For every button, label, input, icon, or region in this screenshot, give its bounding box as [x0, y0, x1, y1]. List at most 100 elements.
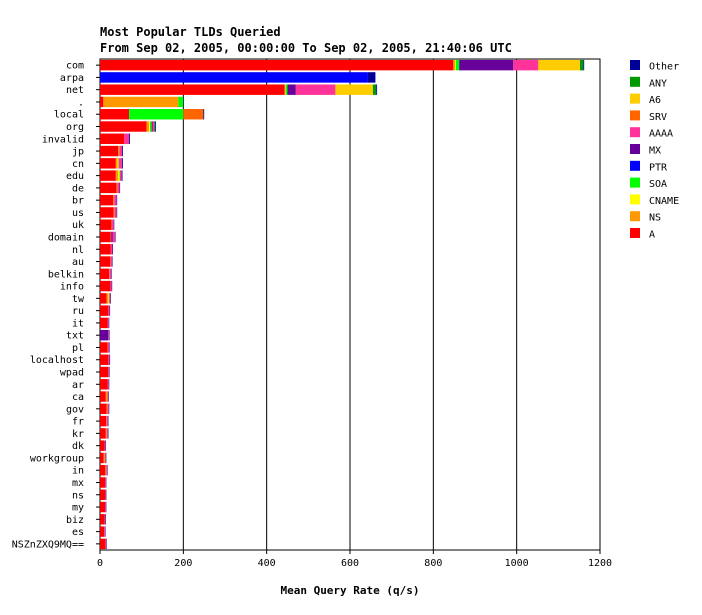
- bar-segment-ns: [106, 403, 108, 415]
- bar-segment-other: [105, 501, 107, 513]
- legend-label: SOA: [649, 179, 667, 190]
- bar-segment-ns: [109, 268, 110, 280]
- bar-segment-cname: [149, 121, 150, 132]
- bar-segment-srv: [183, 109, 204, 120]
- x-tick-label: 600: [341, 558, 359, 569]
- legend-swatch: [630, 160, 640, 171]
- bar-segment-ns: [111, 219, 113, 230]
- bar-segment-other: [105, 514, 106, 525]
- bar-segment-aaaa: [104, 526, 105, 537]
- bar-segment-a: [100, 145, 119, 157]
- bar-segment-ptr: [100, 72, 368, 83]
- bar-segment-other: [109, 366, 110, 378]
- bar-segment-a: [100, 415, 107, 427]
- bar-segment-soa: [285, 84, 288, 95]
- category-label: es: [72, 527, 84, 538]
- category-label: fr: [72, 417, 84, 428]
- bar-segment-a: [100, 538, 106, 550]
- bar-segment-aaaa: [108, 354, 110, 365]
- bar-segment-aaaa: [108, 305, 110, 316]
- legend-swatch: [630, 93, 640, 104]
- bar-segment-other: [122, 145, 123, 157]
- bar-segment-ns: [105, 428, 107, 439]
- bar-segment-other: [108, 379, 110, 390]
- bar-segment-a: [100, 428, 106, 439]
- bar-segment-a: [100, 317, 108, 329]
- legend-label: AAAA: [649, 129, 673, 140]
- bar-segment-other: [108, 317, 110, 329]
- category-label: mx: [72, 478, 84, 489]
- bar-segment-other: [115, 231, 116, 243]
- bar-segment-other: [116, 194, 118, 206]
- category-label: us: [72, 208, 84, 219]
- bar-segment-ns: [105, 391, 108, 402]
- bar-segment-aaaa: [106, 464, 108, 476]
- bar-segment-a: [100, 207, 114, 218]
- x-tick-label: 1000: [505, 558, 529, 569]
- bar-segment-soa: [178, 96, 184, 108]
- bar-segment-aaaa: [124, 133, 130, 145]
- category-label: NSZnZXQ9MQ==: [12, 539, 84, 550]
- category-label: org: [66, 122, 84, 133]
- bar-segment-a: [100, 391, 106, 402]
- category-label: cn: [72, 159, 84, 170]
- bar-segment-aaaa: [110, 280, 112, 292]
- category-label: invalid: [42, 134, 84, 145]
- bar-segment-other: [583, 59, 585, 71]
- bar-segment-a6: [335, 84, 373, 95]
- legend: Other ANY A6 SRV AAAA MX PTR SOA CNAME NS A: [630, 60, 679, 241]
- bar-segment-a: [100, 501, 105, 513]
- category-label: br: [72, 196, 84, 207]
- bar-segment-aaaa: [105, 538, 107, 550]
- x-axis-label: Mean Query Rate (q/s): [280, 584, 419, 597]
- bar-segment-other: [116, 207, 118, 218]
- bar-segment-aaaa: [119, 145, 123, 157]
- bar-segment-cname: [285, 84, 286, 95]
- bar-segment-a: [100, 109, 130, 120]
- bar-segment-ns: [453, 59, 455, 71]
- category-label: localhost: [30, 355, 84, 366]
- bar-segment-other: [105, 489, 107, 500]
- legend-label: NS: [649, 213, 661, 224]
- legend-label: Other: [649, 62, 679, 73]
- bar-segment-a: [100, 440, 105, 451]
- bar-segment-a: [100, 342, 108, 353]
- category-label: my: [72, 503, 84, 514]
- category-label: ca: [72, 392, 84, 403]
- bar-segment-a: [100, 280, 111, 292]
- bar-segment-soa: [455, 59, 460, 71]
- bar-segment-aaaa: [295, 84, 336, 95]
- legend-swatch: [630, 60, 640, 70]
- category-label: au: [72, 257, 84, 268]
- bar-segment-aaaa: [105, 477, 106, 488]
- bar-segment-aaaa: [117, 182, 120, 194]
- bar-segment-aaaa: [106, 428, 108, 439]
- legend-label: A6: [649, 95, 661, 106]
- bar-segment-other: [122, 158, 123, 169]
- bar-segment-ns: [106, 415, 107, 427]
- bar-segment-aaaa: [105, 489, 106, 500]
- bar-segment-a: [100, 182, 117, 194]
- bar-segment-cname: [118, 170, 120, 181]
- category-label: .: [78, 97, 84, 108]
- category-label: biz: [66, 515, 84, 526]
- bar-segment-aaaa: [106, 415, 108, 427]
- category-label: tw: [72, 294, 85, 305]
- legend-swatch: [630, 194, 640, 205]
- bar-segment-aaaa: [513, 59, 539, 71]
- category-label: in: [72, 466, 84, 477]
- bar-segment-ns: [113, 207, 115, 218]
- category-label: workgroup: [30, 453, 84, 464]
- bar-segment-other: [105, 452, 107, 464]
- bar-segment-a: [100, 59, 454, 71]
- category-label: com: [66, 61, 84, 72]
- bar-segment-ns: [115, 158, 118, 169]
- bar-segment-other: [113, 219, 115, 230]
- bar-segment-aaaa: [104, 440, 106, 451]
- bar-segment-a: [100, 366, 109, 378]
- category-label: ru: [72, 306, 84, 317]
- bar-segment-a: [100, 452, 104, 464]
- bar-segment-ns: [115, 170, 119, 181]
- legend-label: A: [649, 230, 655, 241]
- category-label: uk: [72, 220, 84, 231]
